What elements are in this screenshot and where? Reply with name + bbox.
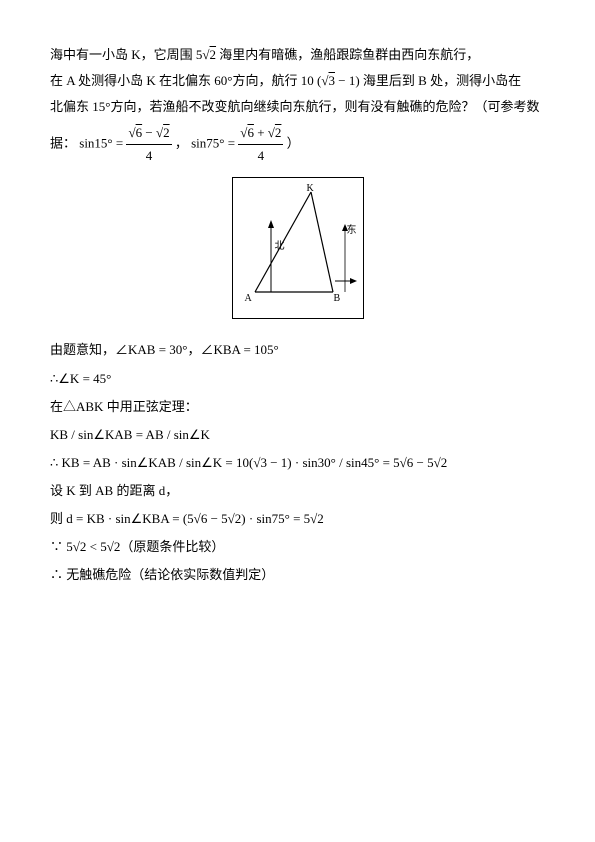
text: 北偏东 15°方向，若渔船不改变航向继续向东航行，则有没有触礁的危险？（可参考数 (50, 99, 539, 114)
problem-line-4: 据： sin15° = 6 − 2 4 ， sin75° = 6 + 2 4 ） (50, 122, 545, 167)
solution-line: KB / sin∠KAB = AB / sin∠K (50, 424, 545, 446)
text: 海里内有暗礁，渔船跟踪鱼群由西向东航行， (219, 47, 479, 62)
solution-line: ∴∠K = 45° (50, 368, 545, 390)
solution-line: ∴ 无触礁危险（结论依实际数值判定） (50, 564, 545, 586)
radius: 52 (196, 47, 216, 62)
solution-line: 在△ABK 中用正弦定理： (50, 396, 545, 418)
solution-line: 设 K 到 AB 的距离 d， (50, 480, 545, 502)
sqrt-icon: 3 (321, 70, 335, 92)
sqrt-icon: 2 (202, 44, 216, 66)
problem-line-1: 海中有一小岛 K，它周围 52 海里内有暗礁，渔船跟踪鱼群由西向东航行， (50, 44, 545, 66)
triangle-figure: K A B 北 东 (232, 177, 364, 319)
sin15-frac: 6 − 2 4 (126, 122, 171, 167)
label-K: K (307, 180, 314, 197)
label-east: 东 (347, 222, 357, 239)
problem-line-2: 在 A 处测得小岛 K 在北偏东 60°方向，航行 10 (3 − 1) 海里后… (50, 70, 545, 92)
text: 海里后到 B 处，测得小岛在 (363, 73, 521, 88)
sin75-label: ， sin75° = (175, 136, 235, 151)
label-B: B (334, 290, 341, 307)
solution-block: 由题意知，∠KAB = 30°，∠KBA = 105° ∴∠K = 45° 在△… (50, 339, 545, 586)
solution-line: ∴ KB = AB · sin∠KAB / sin∠K = 10(√3 − 1)… (50, 452, 545, 474)
sin15-label: sin15° = (79, 136, 123, 151)
text: 据： (50, 136, 76, 151)
solution-line: 由题意知，∠KAB = 30°，∠KBA = 105° (50, 339, 545, 361)
paren-expr: (3 − 1) (317, 73, 360, 88)
text: 海中有一小岛 K，它周围 (50, 47, 193, 62)
triangle-svg (233, 178, 363, 318)
text: 在 A 处测得小岛 K 在北偏东 60°方向，航行 10 (50, 73, 314, 88)
label-A: A (245, 290, 252, 307)
solution-line: 则 d = KB · sin∠KBA = (5√6 − 5√2) · sin75… (50, 508, 545, 530)
text: ） (287, 136, 300, 151)
problem-line-3: 北偏东 15°方向，若渔船不改变航向继续向东航行，则有没有触礁的危险？（可参考数 (50, 96, 545, 118)
label-north: 北 (275, 238, 285, 255)
solution-line: ∵ 5√2 < 5√2（原题条件比较） (50, 536, 545, 558)
sin75-frac: 6 + 2 4 (238, 122, 283, 167)
